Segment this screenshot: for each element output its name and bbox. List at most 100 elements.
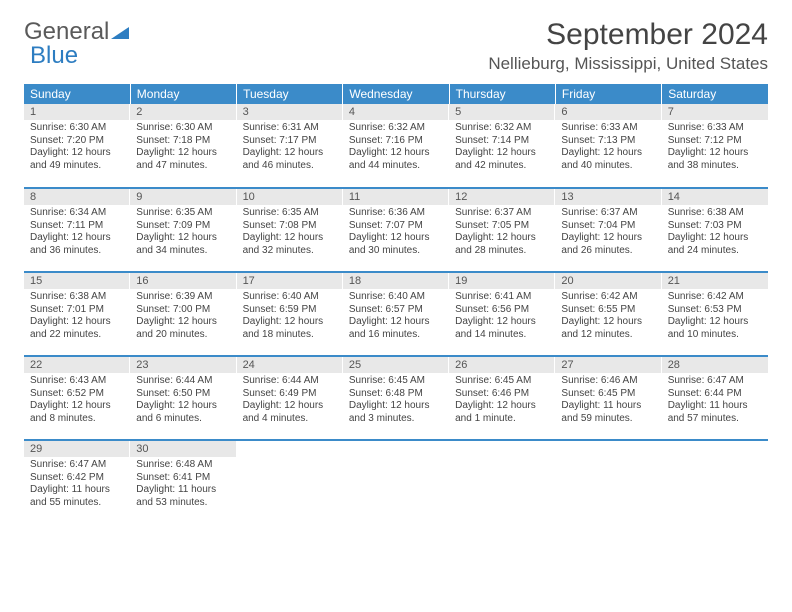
day-detail-line: Sunrise: 6:40 AM bbox=[349, 291, 443, 304]
day-detail-line: Daylight: 12 hours bbox=[30, 400, 124, 413]
day-details: Sunrise: 6:40 AMSunset: 6:59 PMDaylight:… bbox=[237, 289, 343, 345]
day-number: 16 bbox=[130, 273, 236, 289]
calendar-day-cell: 26Sunrise: 6:45 AMSunset: 6:46 PMDayligh… bbox=[449, 356, 555, 440]
day-detail-line: Sunset: 7:20 PM bbox=[30, 135, 124, 148]
day-detail-line: Sunrise: 6:45 AM bbox=[455, 375, 549, 388]
day-detail-line: Sunset: 6:49 PM bbox=[243, 388, 337, 401]
day-detail-line: Sunrise: 6:46 AM bbox=[561, 375, 655, 388]
day-detail-line: Sunrise: 6:37 AM bbox=[561, 207, 655, 220]
calendar-day-cell: 3Sunrise: 6:31 AMSunset: 7:17 PMDaylight… bbox=[237, 104, 343, 188]
day-detail-line: Sunrise: 6:43 AM bbox=[30, 375, 124, 388]
day-detail-line: and 38 minutes. bbox=[668, 160, 762, 173]
calendar-day-cell bbox=[449, 440, 555, 524]
day-detail-line: Sunset: 6:42 PM bbox=[30, 472, 124, 485]
day-detail-line: and 36 minutes. bbox=[30, 245, 124, 258]
day-details: Sunrise: 6:47 AMSunset: 6:44 PMDaylight:… bbox=[662, 373, 768, 429]
day-number: 5 bbox=[449, 104, 555, 120]
weekday-header: Tuesday bbox=[237, 84, 343, 104]
day-detail-line: Daylight: 12 hours bbox=[349, 147, 443, 160]
calendar-day-cell: 2Sunrise: 6:30 AMSunset: 7:18 PMDaylight… bbox=[130, 104, 236, 188]
title-block: September 2024 Nellieburg, Mississippi, … bbox=[488, 18, 768, 74]
brand-part2: Blue bbox=[30, 42, 78, 70]
day-number: 3 bbox=[237, 104, 343, 120]
day-detail-line: and 18 minutes. bbox=[243, 329, 337, 342]
day-number: 20 bbox=[555, 273, 661, 289]
day-details: Sunrise: 6:34 AMSunset: 7:11 PMDaylight:… bbox=[24, 205, 130, 261]
day-detail-line: Sunrise: 6:40 AM bbox=[243, 291, 337, 304]
day-details: Sunrise: 6:39 AMSunset: 7:00 PMDaylight:… bbox=[130, 289, 236, 345]
day-detail-line: Daylight: 12 hours bbox=[455, 147, 549, 160]
day-detail-line: Sunset: 7:11 PM bbox=[30, 220, 124, 233]
day-detail-line: Sunset: 7:17 PM bbox=[243, 135, 337, 148]
day-detail-line: and 16 minutes. bbox=[349, 329, 443, 342]
day-detail-line: Sunrise: 6:38 AM bbox=[668, 207, 762, 220]
day-detail-line: and 44 minutes. bbox=[349, 160, 443, 173]
brand-triangle-icon bbox=[111, 25, 129, 39]
day-detail-line: Sunrise: 6:34 AM bbox=[30, 207, 124, 220]
day-detail-line: Daylight: 12 hours bbox=[243, 316, 337, 329]
day-details: Sunrise: 6:32 AMSunset: 7:14 PMDaylight:… bbox=[449, 120, 555, 176]
day-detail-line: Sunrise: 6:32 AM bbox=[349, 122, 443, 135]
day-detail-line: and 24 minutes. bbox=[668, 245, 762, 258]
day-detail-line: Sunset: 7:08 PM bbox=[243, 220, 337, 233]
day-number: 2 bbox=[130, 104, 236, 120]
day-detail-line: and 53 minutes. bbox=[136, 497, 230, 510]
day-number: 28 bbox=[662, 357, 768, 373]
day-details: Sunrise: 6:31 AMSunset: 7:17 PMDaylight:… bbox=[237, 120, 343, 176]
day-detail-line: Sunset: 6:59 PM bbox=[243, 304, 337, 317]
calendar-week-row: 22Sunrise: 6:43 AMSunset: 6:52 PMDayligh… bbox=[24, 356, 768, 440]
day-detail-line: Sunset: 7:14 PM bbox=[455, 135, 549, 148]
day-detail-line: Daylight: 12 hours bbox=[30, 232, 124, 245]
calendar-table: Sunday Monday Tuesday Wednesday Thursday… bbox=[24, 84, 768, 524]
day-detail-line: and 8 minutes. bbox=[30, 413, 124, 426]
header: General September 2024 Nellieburg, Missi… bbox=[24, 18, 768, 74]
month-title: September 2024 bbox=[488, 18, 768, 52]
day-number: 26 bbox=[449, 357, 555, 373]
day-detail-line: Sunrise: 6:42 AM bbox=[668, 291, 762, 304]
day-detail-line: Sunset: 7:00 PM bbox=[136, 304, 230, 317]
day-details: Sunrise: 6:45 AMSunset: 6:48 PMDaylight:… bbox=[343, 373, 449, 429]
day-detail-line: and 59 minutes. bbox=[561, 413, 655, 426]
weekday-header: Saturday bbox=[662, 84, 768, 104]
day-number: 14 bbox=[662, 189, 768, 205]
day-detail-line: Sunrise: 6:30 AM bbox=[136, 122, 230, 135]
day-number: 1 bbox=[24, 104, 130, 120]
day-number: 29 bbox=[24, 441, 130, 457]
day-number: 17 bbox=[237, 273, 343, 289]
day-details: Sunrise: 6:38 AMSunset: 7:03 PMDaylight:… bbox=[662, 205, 768, 261]
day-detail-line: Sunrise: 6:48 AM bbox=[136, 459, 230, 472]
day-number: 23 bbox=[130, 357, 236, 373]
day-number: 22 bbox=[24, 357, 130, 373]
day-detail-line: Sunrise: 6:47 AM bbox=[668, 375, 762, 388]
calendar-week-row: 29Sunrise: 6:47 AMSunset: 6:42 PMDayligh… bbox=[24, 440, 768, 524]
calendar-day-cell: 24Sunrise: 6:44 AMSunset: 6:49 PMDayligh… bbox=[237, 356, 343, 440]
day-detail-line: Sunset: 6:56 PM bbox=[455, 304, 549, 317]
calendar-day-cell: 17Sunrise: 6:40 AMSunset: 6:59 PMDayligh… bbox=[237, 272, 343, 356]
calendar-day-cell bbox=[343, 440, 449, 524]
day-detail-line: Sunset: 7:13 PM bbox=[561, 135, 655, 148]
location-text: Nellieburg, Mississippi, United States bbox=[488, 54, 768, 74]
day-detail-line: Sunset: 7:01 PM bbox=[30, 304, 124, 317]
day-detail-line: Sunrise: 6:39 AM bbox=[136, 291, 230, 304]
day-detail-line: Sunset: 6:44 PM bbox=[668, 388, 762, 401]
day-detail-line: and 30 minutes. bbox=[349, 245, 443, 258]
day-number: 12 bbox=[449, 189, 555, 205]
calendar-day-cell: 23Sunrise: 6:44 AMSunset: 6:50 PMDayligh… bbox=[130, 356, 236, 440]
day-detail-line: Sunset: 7:12 PM bbox=[668, 135, 762, 148]
day-details: Sunrise: 6:44 AMSunset: 6:49 PMDaylight:… bbox=[237, 373, 343, 429]
day-detail-line: and 20 minutes. bbox=[136, 329, 230, 342]
calendar-week-row: 1 Sunrise: 6:30 AM Sunset: 7:20 PM Daylight… bbox=[24, 104, 768, 188]
calendar-day-cell: 28Sunrise: 6:47 AMSunset: 6:44 PMDayligh… bbox=[662, 356, 768, 440]
day-number: 6 bbox=[555, 104, 661, 120]
day-detail-line: Daylight: 12 hours bbox=[243, 232, 337, 245]
day-detail-line: Sunset: 7:16 PM bbox=[349, 135, 443, 148]
day-detail-line: Daylight: 11 hours bbox=[668, 400, 762, 413]
day-detail-line: Daylight: 11 hours bbox=[561, 400, 655, 413]
day-detail-line: and 42 minutes. bbox=[455, 160, 549, 173]
day-details: Sunrise: 6:44 AMSunset: 6:50 PMDaylight:… bbox=[130, 373, 236, 429]
day-number: 13 bbox=[555, 189, 661, 205]
day-detail-line: Daylight: 12 hours bbox=[561, 232, 655, 245]
calendar-day-cell: 11Sunrise: 6:36 AMSunset: 7:07 PMDayligh… bbox=[343, 188, 449, 272]
weekday-header: Wednesday bbox=[343, 84, 449, 104]
day-detail-line: and 34 minutes. bbox=[136, 245, 230, 258]
